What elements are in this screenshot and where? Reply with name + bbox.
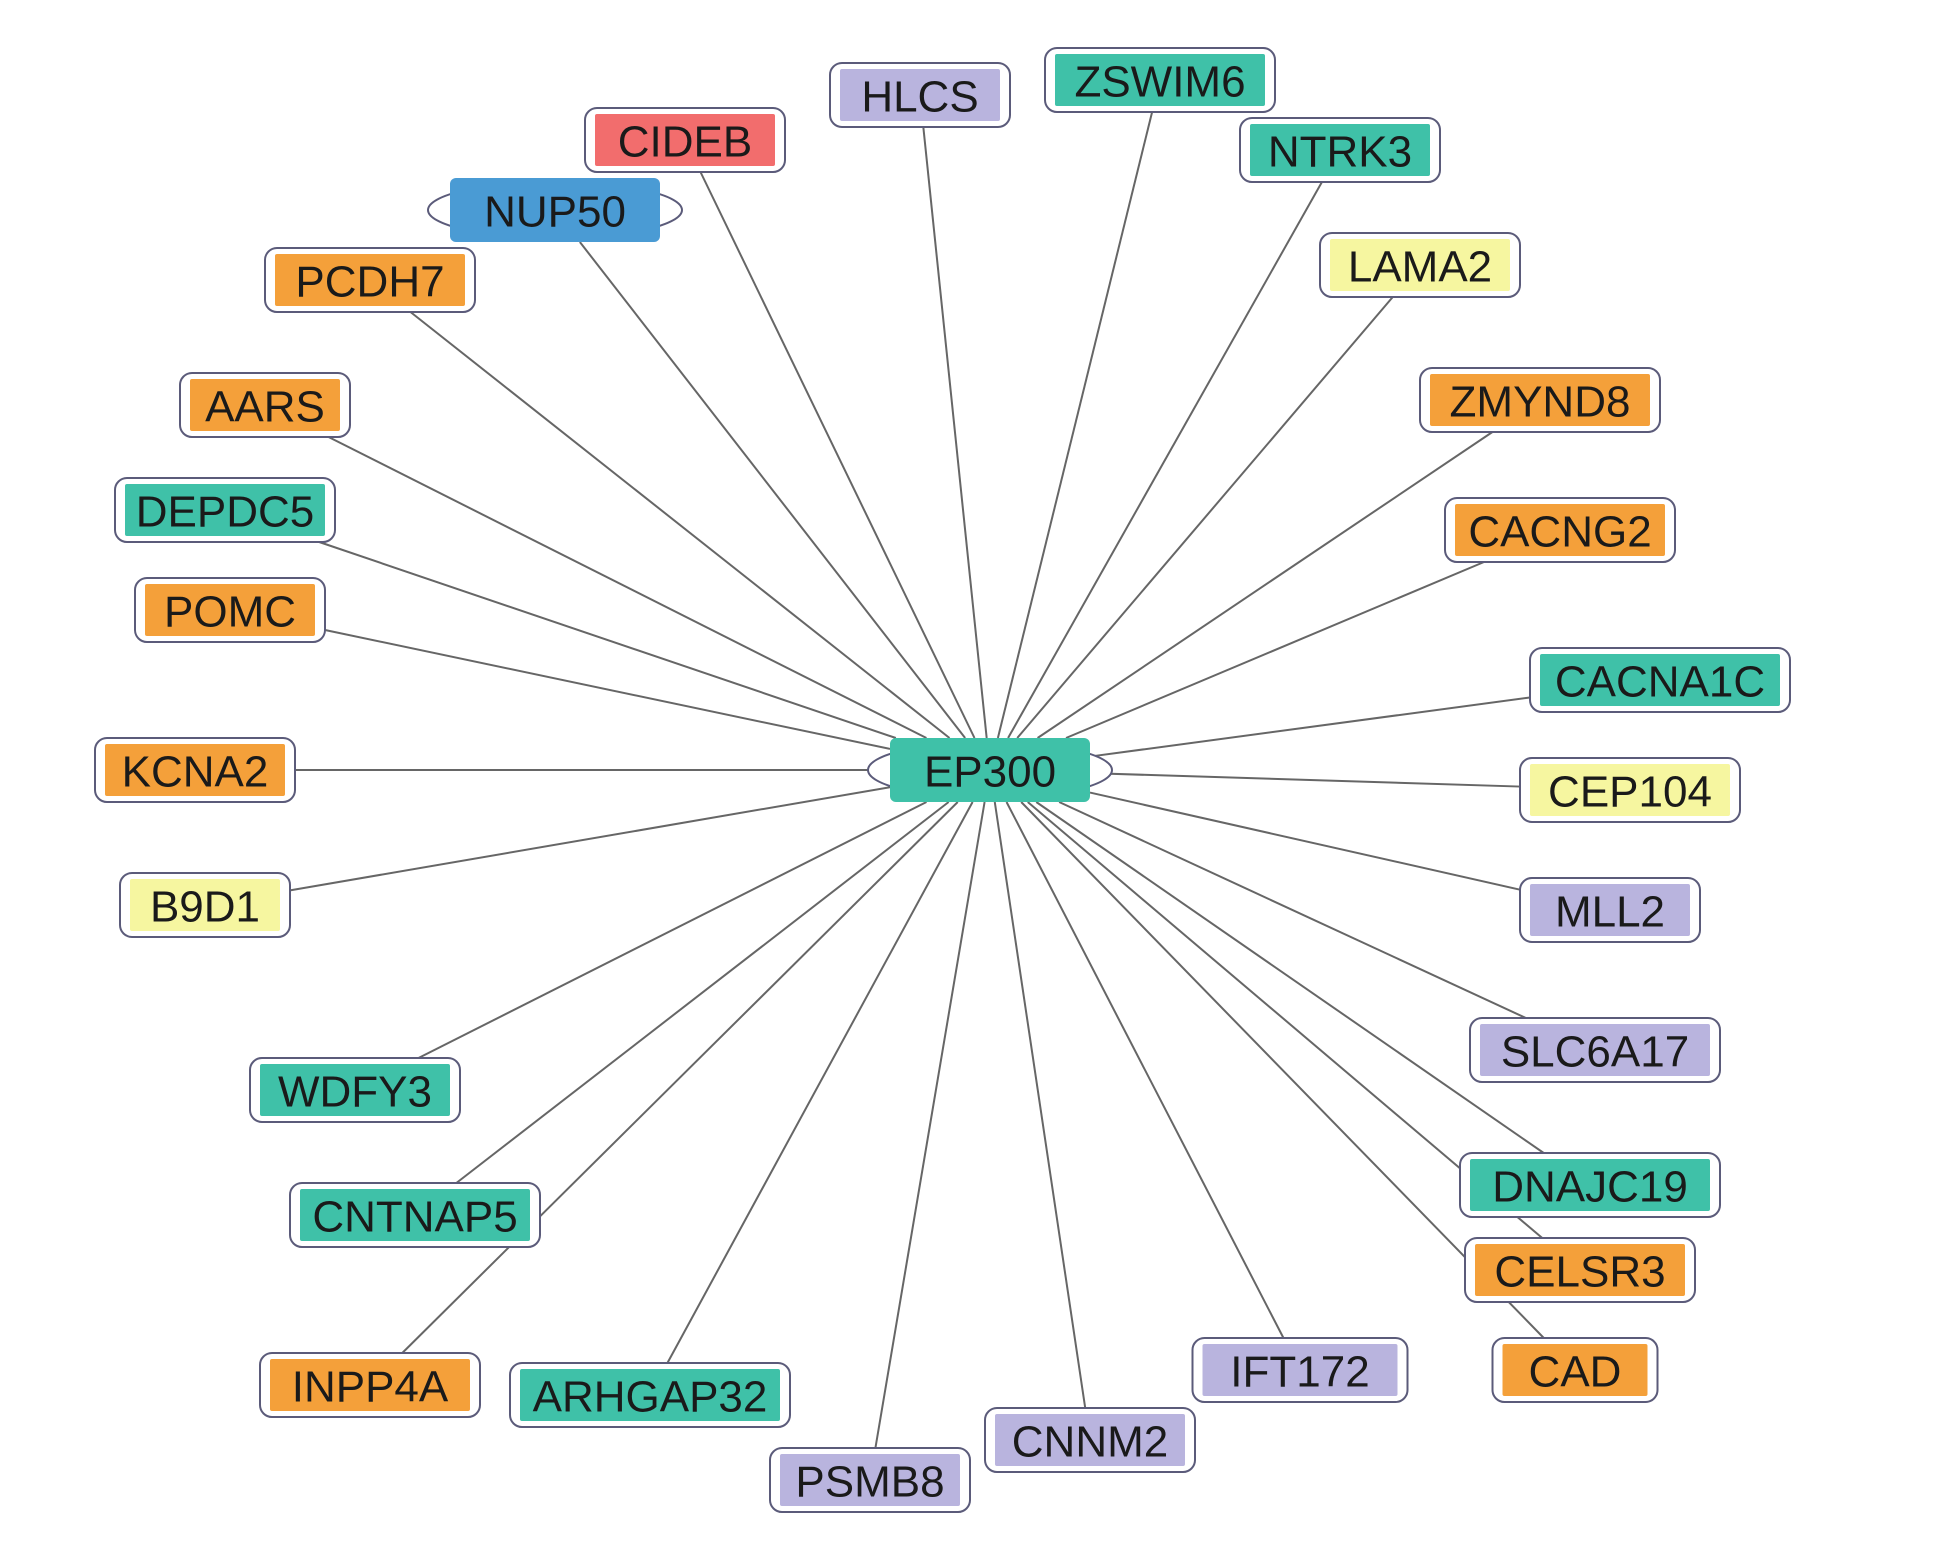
node-WDFY3[interactable]: WDFY3 — [250, 1058, 460, 1122]
node-IFT172[interactable]: IFT172 — [1193, 1338, 1408, 1402]
node-label: INPP4A — [292, 1363, 449, 1412]
node-CACNA1C[interactable]: CACNA1C — [1530, 648, 1790, 712]
node-DNAJC19[interactable]: DNAJC19 — [1460, 1153, 1720, 1217]
node-ZSWIM6[interactable]: ZSWIM6 — [1045, 48, 1275, 112]
node-label: EP300 — [924, 748, 1056, 797]
edge-EP300-DEPDC5 — [319, 542, 896, 738]
node-NUP50[interactable]: NUP50 — [428, 178, 682, 242]
node-ARHGAP32[interactable]: ARHGAP32 — [510, 1363, 790, 1427]
node-label: NUP50 — [484, 188, 626, 237]
edge-EP300-WDFY3 — [419, 802, 927, 1058]
node-label: AARS — [205, 383, 325, 432]
node-label: B9D1 — [150, 883, 260, 932]
node-label: IFT172 — [1230, 1348, 1369, 1397]
node-CNTNAP5[interactable]: CNTNAP5 — [290, 1183, 540, 1247]
edge-EP300-HLCS — [923, 127, 986, 738]
edge-EP300-ARHGAP32 — [667, 802, 972, 1363]
node-PSMB8[interactable]: PSMB8 — [770, 1448, 970, 1512]
node-KCNA2[interactable]: KCNA2 — [95, 738, 295, 802]
node-label: DEPDC5 — [136, 488, 315, 537]
node-CNNM2[interactable]: CNNM2 — [985, 1408, 1195, 1472]
edge-EP300-ZMYND8 — [1038, 432, 1493, 738]
node-CAD[interactable]: CAD — [1493, 1338, 1658, 1402]
node-B9D1[interactable]: B9D1 — [120, 873, 290, 937]
node-label: CELSR3 — [1494, 1248, 1665, 1297]
node-CELSR3[interactable]: CELSR3 — [1465, 1238, 1695, 1302]
node-label: ZSWIM6 — [1074, 58, 1245, 107]
edge-EP300-ZSWIM6 — [998, 112, 1152, 738]
node-label: ZMYND8 — [1450, 378, 1631, 427]
node-CIDEB[interactable]: CIDEB — [585, 108, 785, 172]
edge-EP300-NUP50 — [580, 242, 965, 738]
node-label: NTRK3 — [1268, 128, 1412, 177]
node-label: CACNA1C — [1555, 658, 1765, 707]
edge-EP300-SLC6A17 — [1059, 802, 1526, 1018]
network-canvas: EP300 ZSWIM6 HLCS NTRK3 CIDEB NUP50 LAMA2 PCDH7… — [0, 0, 1957, 1553]
edge-EP300-LAMA2 — [1017, 297, 1393, 738]
node-PCDH7[interactable]: PCDH7 — [265, 248, 475, 312]
edge-EP300-CNTNAP5 — [456, 802, 948, 1183]
edge-EP300-MLL2 — [1090, 793, 1520, 890]
node-CEP104[interactable]: CEP104 — [1520, 758, 1740, 822]
edge-EP300-INPP4A — [402, 802, 957, 1353]
node-label: DNAJC19 — [1492, 1163, 1688, 1212]
edge-EP300-DNAJC19 — [1036, 802, 1543, 1153]
edge-EP300-CNNM2 — [995, 802, 1085, 1408]
edge-EP300-CEP104 — [1090, 773, 1520, 786]
node-LAMA2[interactable]: LAMA2 — [1320, 233, 1520, 297]
node-label: PSMB8 — [795, 1458, 944, 1507]
node-POMC[interactable]: POMC — [135, 578, 325, 642]
node-label: LAMA2 — [1348, 243, 1492, 292]
node-label: PCDH7 — [295, 258, 444, 307]
node-label: POMC — [164, 588, 296, 637]
node-label: CNNM2 — [1012, 1418, 1168, 1467]
edge-EP300-IFT172 — [1007, 802, 1284, 1338]
node-AARS[interactable]: AARS — [180, 373, 350, 437]
node-SLC6A17[interactable]: SLC6A17 — [1470, 1018, 1720, 1082]
edge-EP300-PCDH7 — [410, 312, 949, 738]
edge-EP300-PSMB8 — [875, 802, 984, 1448]
node-label: CAD — [1529, 1348, 1622, 1397]
edge-EP300-CACNA1C — [1090, 697, 1530, 756]
node-HLCS[interactable]: HLCS — [830, 63, 1010, 127]
node-label: ARHGAP32 — [533, 1373, 768, 1422]
node-label: HLCS — [861, 73, 978, 122]
node-label: CNTNAP5 — [312, 1193, 517, 1242]
edge-EP300-B9D1 — [290, 787, 890, 890]
node-INPP4A[interactable]: INPP4A — [260, 1353, 480, 1417]
node-EP300[interactable]: EP300 — [868, 738, 1112, 802]
node-label: MLL2 — [1555, 888, 1665, 937]
edge-EP300-NTRK3 — [1008, 182, 1322, 738]
node-label: CIDEB — [618, 118, 752, 167]
node-CACNG2[interactable]: CACNG2 — [1445, 498, 1675, 562]
node-label: WDFY3 — [278, 1068, 432, 1117]
node-label: CACNG2 — [1468, 508, 1651, 557]
nodes-layer: EP300 ZSWIM6 HLCS NTRK3 CIDEB NUP50 LAMA2 PCDH7… — [95, 48, 1790, 1512]
edge-EP300-CIDEB — [700, 172, 974, 738]
node-DEPDC5[interactable]: DEPDC5 — [115, 478, 335, 542]
node-label: CEP104 — [1548, 768, 1712, 817]
node-label: KCNA2 — [122, 748, 269, 797]
node-MLL2[interactable]: MLL2 — [1520, 878, 1700, 942]
node-label: SLC6A17 — [1501, 1028, 1689, 1077]
node-ZMYND8[interactable]: ZMYND8 — [1420, 368, 1660, 432]
edge-EP300-POMC — [325, 630, 890, 749]
node-NTRK3[interactable]: NTRK3 — [1240, 118, 1440, 182]
